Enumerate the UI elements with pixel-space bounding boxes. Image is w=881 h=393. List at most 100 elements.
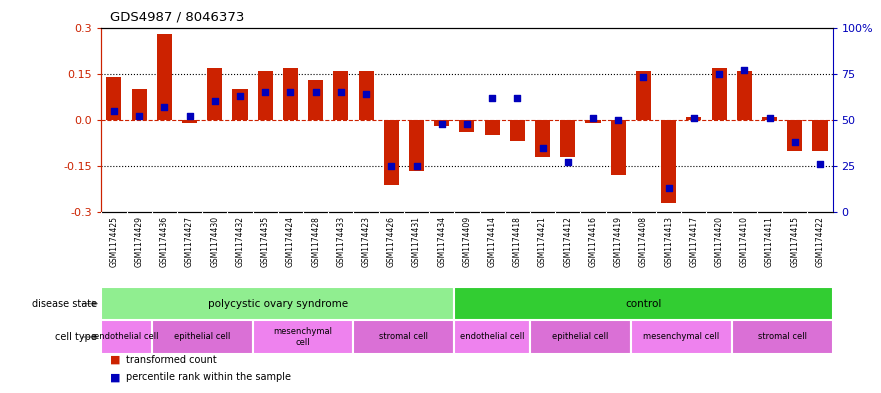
Bar: [333, 71, 348, 120]
Text: polycystic ovary syndrome: polycystic ovary syndrome: [208, 299, 348, 309]
Bar: [207, 68, 222, 120]
Text: GSM1174411: GSM1174411: [765, 216, 774, 267]
Text: GSM1174418: GSM1174418: [513, 216, 522, 267]
Text: GSM1174428: GSM1174428: [311, 216, 320, 267]
Point: [636, 74, 650, 81]
Bar: [409, 120, 424, 171]
Point: [208, 98, 222, 105]
Bar: [712, 68, 727, 120]
Point: [737, 67, 751, 73]
Text: GSM1174415: GSM1174415: [790, 216, 799, 267]
Bar: [384, 120, 399, 185]
Text: mesenchymal cell: mesenchymal cell: [643, 332, 720, 342]
Text: endothelial cell: endothelial cell: [460, 332, 524, 342]
Bar: [308, 80, 323, 120]
Text: GSM1174435: GSM1174435: [261, 216, 270, 267]
Bar: [434, 120, 449, 126]
Text: GSM1174420: GSM1174420: [714, 216, 723, 267]
Bar: [510, 120, 525, 141]
Bar: [611, 120, 626, 175]
Point: [560, 159, 574, 165]
Point: [536, 144, 550, 151]
Bar: [157, 34, 172, 120]
Text: GSM1174417: GSM1174417: [689, 216, 699, 267]
Text: endothelial cell: endothelial cell: [94, 332, 159, 342]
Text: GDS4987 / 8046373: GDS4987 / 8046373: [110, 11, 245, 24]
Point: [258, 89, 272, 95]
Point: [132, 113, 146, 119]
Bar: [353, 320, 455, 354]
Bar: [787, 120, 803, 151]
Text: ■: ■: [110, 372, 121, 382]
Bar: [661, 120, 677, 203]
Text: GSM1174413: GSM1174413: [664, 216, 673, 267]
Bar: [732, 320, 833, 354]
Text: GSM1174433: GSM1174433: [337, 216, 345, 267]
Point: [334, 89, 348, 95]
Bar: [131, 89, 147, 120]
Text: percentile rank within the sample: percentile rank within the sample: [126, 372, 291, 382]
Bar: [530, 320, 631, 354]
Point: [158, 104, 172, 110]
Bar: [586, 120, 601, 123]
Text: GSM1174416: GSM1174416: [589, 216, 597, 267]
Text: GSM1174431: GSM1174431: [412, 216, 421, 267]
Bar: [560, 120, 575, 157]
Text: GSM1174434: GSM1174434: [437, 216, 446, 267]
Bar: [636, 71, 651, 120]
Bar: [455, 320, 530, 354]
Text: GSM1174412: GSM1174412: [563, 216, 573, 267]
Bar: [101, 320, 152, 354]
Text: GSM1174432: GSM1174432: [235, 216, 245, 267]
Bar: [107, 77, 122, 120]
Text: GSM1174424: GSM1174424: [286, 216, 295, 267]
Text: ■: ■: [110, 355, 121, 365]
Bar: [359, 71, 374, 120]
Point: [460, 120, 474, 127]
Text: GSM1174436: GSM1174436: [159, 216, 169, 267]
Point: [662, 185, 676, 191]
Point: [485, 95, 500, 101]
Bar: [455, 287, 833, 320]
Text: GSM1174409: GSM1174409: [463, 216, 471, 267]
Point: [182, 113, 196, 119]
Point: [687, 115, 701, 121]
Bar: [686, 117, 701, 120]
Text: transformed count: transformed count: [126, 355, 217, 365]
Bar: [737, 71, 751, 120]
Point: [510, 95, 524, 101]
Point: [586, 115, 600, 121]
Bar: [762, 117, 777, 120]
Point: [359, 91, 374, 97]
Bar: [812, 120, 827, 151]
Point: [611, 117, 626, 123]
Text: GSM1174425: GSM1174425: [109, 216, 118, 267]
Text: GSM1174422: GSM1174422: [816, 216, 825, 267]
Text: epithelial cell: epithelial cell: [552, 332, 609, 342]
Point: [762, 115, 776, 121]
Bar: [101, 287, 455, 320]
Bar: [485, 120, 500, 135]
Point: [434, 120, 448, 127]
Text: GSM1174429: GSM1174429: [135, 216, 144, 267]
Bar: [152, 320, 253, 354]
Text: GSM1174430: GSM1174430: [211, 216, 219, 267]
Text: GSM1174427: GSM1174427: [185, 216, 194, 267]
Point: [410, 163, 424, 169]
Text: GSM1174408: GSM1174408: [639, 216, 648, 267]
Text: control: control: [626, 299, 662, 309]
Bar: [631, 320, 732, 354]
Point: [308, 89, 322, 95]
Bar: [182, 120, 197, 123]
Text: GSM1174419: GSM1174419: [614, 216, 623, 267]
Point: [107, 107, 121, 114]
Bar: [233, 89, 248, 120]
Point: [284, 89, 298, 95]
Bar: [257, 71, 273, 120]
Text: GSM1174423: GSM1174423: [361, 216, 371, 267]
Text: GSM1174421: GSM1174421: [538, 216, 547, 267]
Text: stromal cell: stromal cell: [380, 332, 428, 342]
Bar: [535, 120, 550, 157]
Text: mesenchymal
cell: mesenchymal cell: [273, 327, 332, 347]
Text: cell type: cell type: [55, 332, 97, 342]
